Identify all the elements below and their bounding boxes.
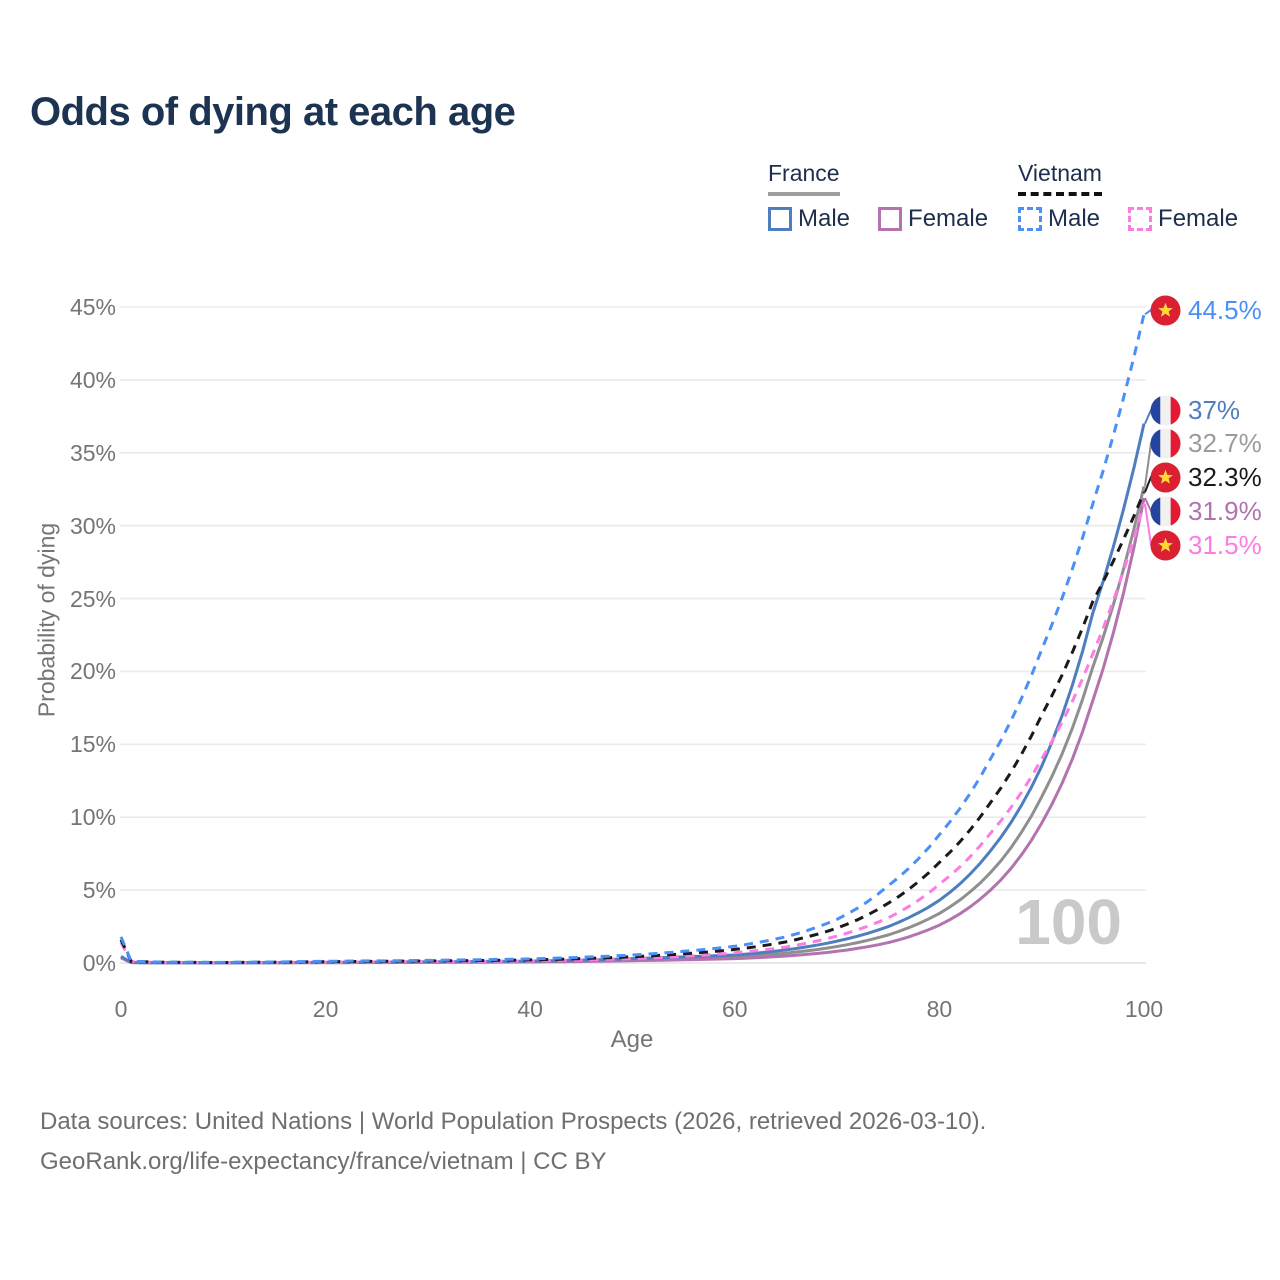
curve-vietnam-male	[119, 313, 1146, 964]
y-tick-label: 20%	[69, 658, 116, 685]
curve-france-male	[120, 423, 1146, 965]
mortality-curves	[119, 313, 1146, 965]
legend-item-vietnam-female[interactable]: Female	[1128, 205, 1238, 233]
x-tick-label: 0	[114, 996, 128, 1022]
curve-vietnam-female	[119, 503, 1146, 965]
y-axis-title: Probability of dying	[33, 522, 60, 718]
vietnam-male-swatch-icon	[1018, 207, 1042, 231]
data-source-line: Data sources: United Nations | World Pop…	[40, 1108, 987, 1135]
end-label-vietnam-both: 32.3%	[1150, 461, 1262, 493]
end-label-france-male: 37%	[1150, 394, 1240, 426]
y-tick-label: 10%	[69, 804, 116, 831]
x-tick-label: 40	[517, 996, 543, 1022]
curve-france-both	[120, 485, 1146, 965]
france-flag-icon	[1150, 427, 1181, 459]
france-flag-icon	[1150, 394, 1181, 426]
end-value-label: 31.5%	[1188, 529, 1262, 560]
gridlines	[120, 306, 1146, 964]
end-value-label: 37%	[1188, 394, 1241, 425]
y-tick-label: 45%	[69, 294, 116, 320]
legend-item-france-male[interactable]: Male	[768, 205, 850, 233]
x-tick-label: 80	[926, 996, 953, 1022]
france-male-swatch-icon	[768, 207, 792, 231]
vietnam-female-swatch-icon	[1128, 207, 1153, 231]
y-tick-label: 5%	[82, 877, 116, 904]
x-tick-label: 20	[312, 996, 339, 1022]
legend-item-france-female[interactable]: Female	[878, 205, 988, 233]
vietnam-flag-icon	[1150, 461, 1181, 493]
chart-title: Odds of dying at each age	[30, 90, 516, 134]
end-value-label: 44.5%	[1188, 294, 1262, 325]
end-value-label: 32.3%	[1188, 461, 1262, 492]
france-flag-icon	[1150, 495, 1181, 527]
x-tick-label: 100	[1124, 996, 1164, 1022]
legend-label-france-male: Male	[798, 205, 851, 232]
legend-country-france: France	[768, 160, 840, 196]
legend-label-vietnam-female: Female	[1158, 205, 1239, 232]
end-value-label: 32.7%	[1188, 427, 1262, 458]
france-female-swatch-icon	[878, 207, 903, 231]
end-label-france-both: 32.7%	[1150, 427, 1262, 459]
vietnam-flag-icon	[1150, 294, 1181, 326]
legend-group-vietnam: Vietnam Male Female	[1018, 160, 1260, 233]
y-tick-label: 25%	[69, 585, 116, 612]
watermark-age-100: 100	[1015, 886, 1122, 958]
x-tick-label: 60	[722, 996, 748, 1022]
legend-item-vietnam-male[interactable]: Male	[1018, 205, 1100, 233]
y-tick-label: 0%	[82, 950, 116, 976]
end-value-label: 31.9%	[1188, 495, 1262, 526]
curve-vietnam-both	[119, 491, 1146, 964]
end-label-vietnam-female: 31.5%	[1150, 529, 1262, 561]
curve-france-female	[120, 497, 1146, 965]
legend-label-vietnam-male: Male	[1048, 205, 1101, 232]
attribution-line: GeoRank.org/life-expectancy/france/vietn…	[40, 1148, 607, 1175]
y-tick-label: 30%	[69, 512, 116, 539]
y-tick-label: 40%	[69, 366, 116, 393]
legend-label-france-female: Female	[908, 205, 989, 232]
legend-group-france: France Male Female	[768, 160, 1010, 233]
y-tick-label: 15%	[69, 731, 116, 758]
y-tick-label: 35%	[69, 439, 116, 466]
x-axis-title: Age	[610, 1026, 654, 1053]
vietnam-flag-icon	[1150, 529, 1181, 561]
legend-country-vietnam: Vietnam	[1018, 160, 1102, 196]
end-label-vietnam-male: 44.5%	[1150, 294, 1262, 326]
end-label-france-female: 31.9%	[1150, 495, 1262, 527]
